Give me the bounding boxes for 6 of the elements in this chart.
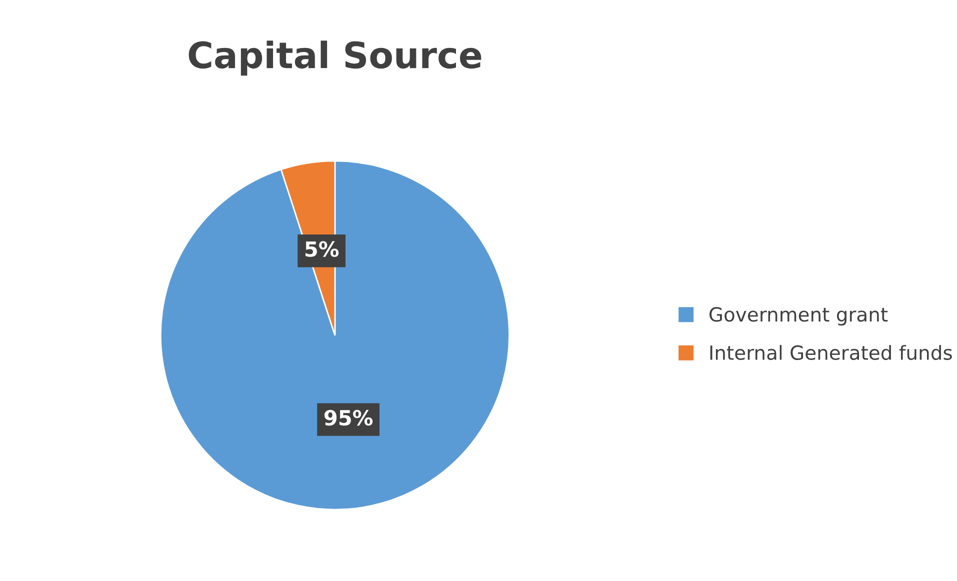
data-label: 5% [306, 241, 339, 257]
legend-label: Government grant [710, 307, 888, 326]
chart-title: Capital Source [188, 40, 482, 76]
legend-label: Internal Generated funds [710, 344, 952, 360]
data-label: 95% [324, 410, 373, 426]
pie-slice [160, 160, 510, 510]
